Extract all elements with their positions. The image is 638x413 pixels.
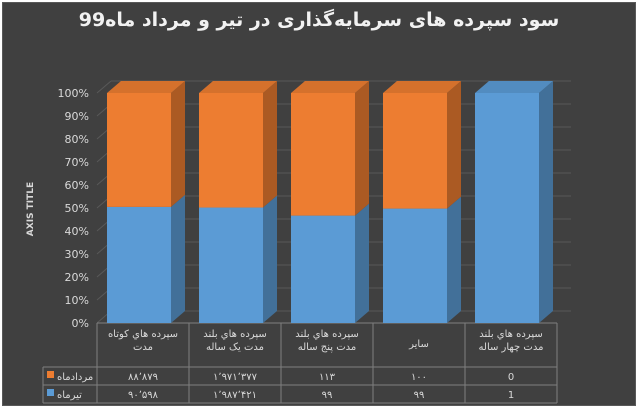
bar-tirmah-side (539, 81, 553, 323)
category-label: سپرده هاي بلند (203, 329, 266, 340)
y-tick-label: 80% (65, 133, 89, 146)
table-value: ۹۹ (322, 390, 333, 401)
bar-tirmah (383, 208, 447, 323)
table-value: ۱۰۰ (411, 372, 427, 383)
chart-frame: سود سپرده های سرمایه‌گذاری در تیر و مردا… (2, 2, 636, 406)
category-label: مدت چهار ساله (479, 342, 544, 353)
bar-mordadmah-top (291, 81, 369, 93)
bar-tirmah (475, 93, 539, 323)
y-tick-label: 70% (65, 156, 89, 169)
y-tick-label: 90% (65, 110, 89, 123)
table-value: ۸۸٬۸۷۹ (128, 372, 158, 383)
chart-title: سود سپرده های سرمایه‌گذاری در تیر و مردا… (78, 9, 560, 31)
bar-mordadmah (383, 93, 447, 209)
table-value: ۹۹ (414, 390, 425, 401)
category-label: سپرده هاي كوتاه (108, 329, 178, 340)
bars (107, 81, 553, 323)
y-tick-label: 60% (65, 179, 89, 192)
gridline-depth (96, 80, 112, 94)
bar-mordadmah (107, 93, 171, 207)
table-value: ۹۰٬۵۹۸ (128, 390, 159, 401)
category-label: مدت پنج ساله (298, 342, 356, 353)
y-tick-label: 0% (72, 317, 89, 330)
category-label: مدت (133, 342, 153, 353)
category-label: سپرده هاي بلند (295, 329, 358, 340)
series-name: تيرماه (57, 390, 82, 401)
series-name: مردادماه (57, 372, 93, 383)
legend-key (47, 371, 54, 378)
bar-tirmah-side (263, 195, 277, 323)
legend-key (47, 389, 54, 396)
category-label: ساير (408, 339, 429, 350)
y-tick-label: 20% (65, 271, 89, 284)
bar-mordadmah-side (447, 81, 461, 209)
y-tick-label: 10% (65, 294, 89, 307)
bar-mordadmah (291, 93, 355, 216)
table-value: 1 (508, 390, 514, 401)
bar-tirmah-top (475, 81, 553, 93)
bar-mordadmah-side (263, 81, 277, 208)
bar-tirmah (199, 207, 263, 323)
table-value: ۱٬۹۷۱٬۳۷۷ (213, 372, 258, 383)
bar-mordadmah-side (355, 81, 369, 216)
y-tick-label: 30% (65, 248, 89, 261)
bar-mordadmah-side (171, 81, 185, 207)
y-tick-label: 50% (65, 202, 89, 215)
y-tick-label: 40% (65, 225, 89, 238)
y-tick-label: 100% (58, 87, 89, 100)
bar-mordadmah (199, 93, 263, 208)
table-value: 0 (508, 372, 514, 383)
bar-tirmah-side (171, 194, 185, 323)
bar-tirmah-side (447, 196, 461, 323)
bar-mordadmah-top (107, 81, 185, 93)
bar-tirmah-side (355, 203, 369, 323)
bar-mordadmah-top (383, 81, 461, 93)
bar-tirmah (291, 215, 355, 323)
table-value: ۱٬۹۸۷٬۴۲۱ (213, 390, 257, 401)
chart-plot: 0% 10% 20% 30% 40% 50% 60% 70% 80% 90% 100% سپرده … (42, 80, 571, 404)
bar-tirmah (107, 206, 171, 323)
category-label: مدت يک ساله (206, 342, 264, 353)
category-label: سپرده هاي بلند (479, 329, 542, 340)
table-value: ۱۱۳ (319, 372, 336, 383)
bar-mordadmah-top (199, 81, 277, 93)
data-table: سپرده هاي كوتاه مدت سپرده هاي بلند مدت يک س… (42, 323, 558, 404)
y-axis: 0% 10% 20% 30% 40% 50% 60% 70% 80% 90% 100% (58, 87, 89, 330)
